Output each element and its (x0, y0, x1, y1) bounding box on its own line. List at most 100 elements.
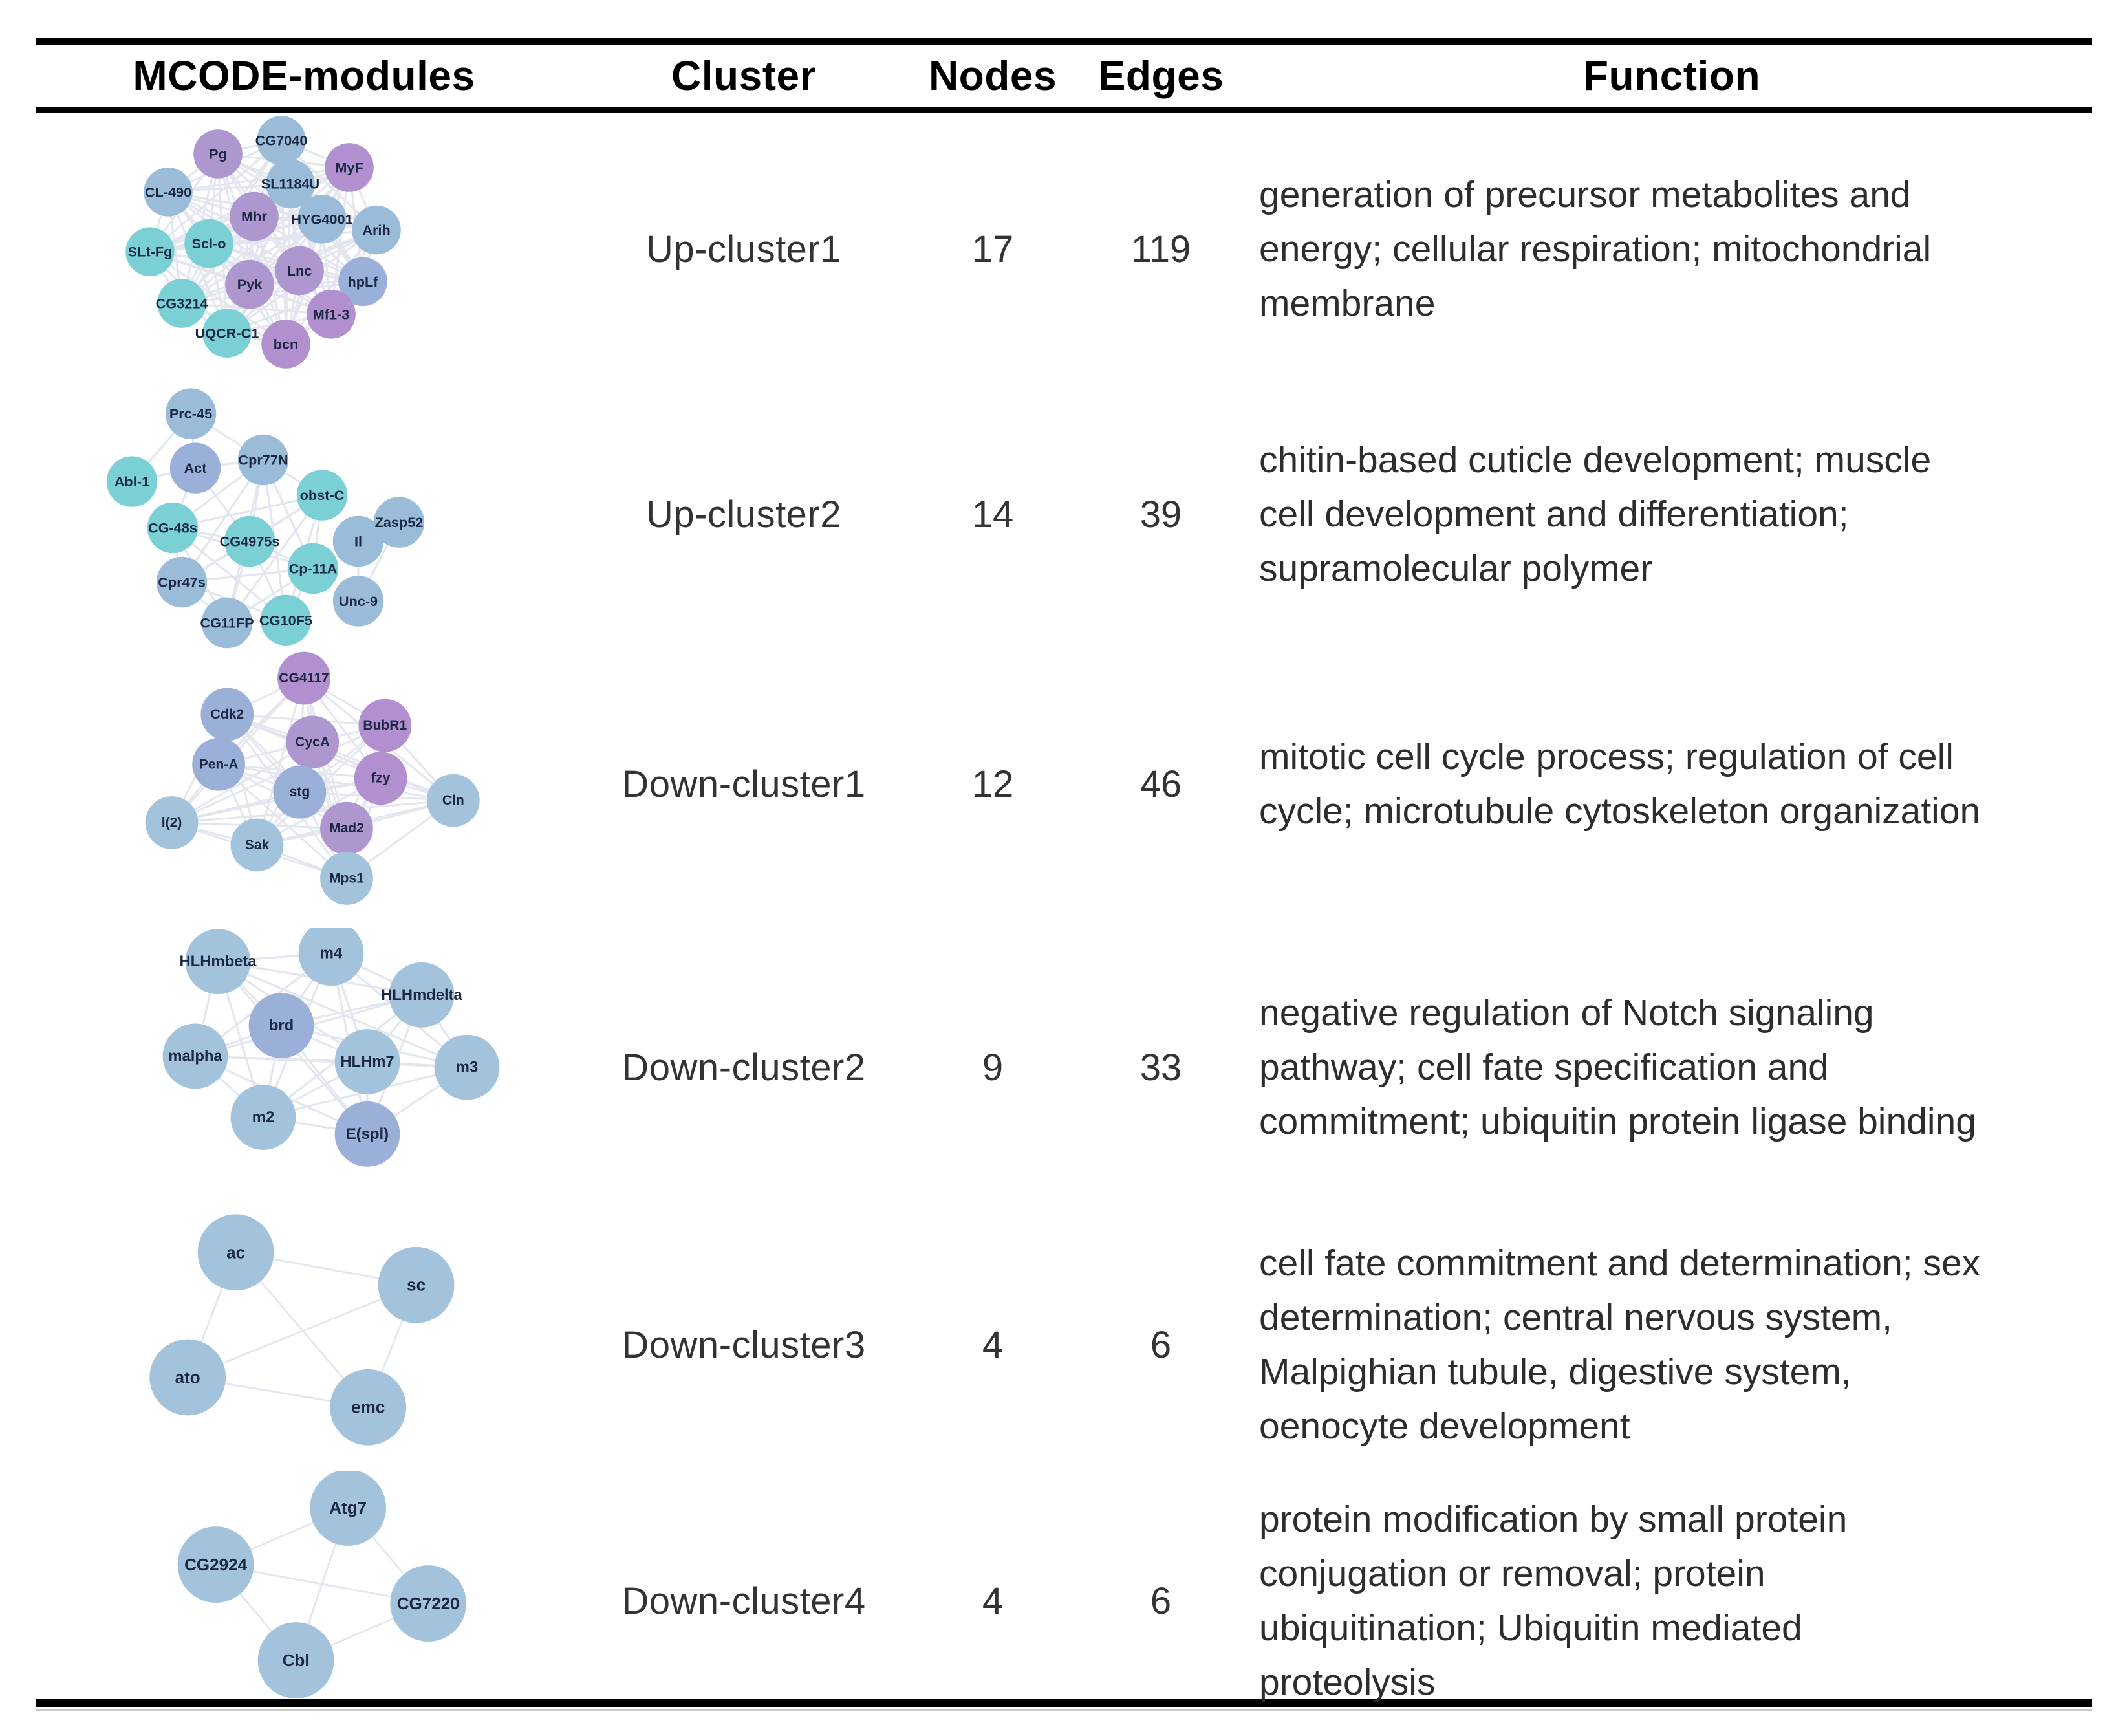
svg-text:CycA: CycA (295, 735, 330, 750)
edge-count: 39 (1139, 493, 1182, 536)
network-diagram-down-cluster4: Atg7 CG2924 CG7220 Cbl (36, 1471, 572, 1730)
table-body: Pg CG7040 MyF SL1184U CL-490 Mhr HYG4001 Arih SL… (36, 113, 2092, 1703)
svg-text:bcn: bcn (274, 336, 299, 353)
column-header-edges: Edges (1097, 52, 1224, 99)
svg-text:Il: Il (354, 534, 362, 550)
svg-text:Zasp52: Zasp52 (375, 514, 424, 530)
network-diagram-up-cluster1: Pg CG7040 MyF SL1184U CL-490 Mhr HYG4001 Arih SL… (36, 113, 572, 385)
svg-text:Cpr77N: Cpr77N (238, 452, 288, 468)
svg-text:Act: Act (184, 460, 207, 476)
function-description: protein modification by small protein co… (1259, 1499, 1848, 1703)
node-count: 17 (971, 228, 1014, 270)
function-description: generation of precursor metabolites and … (1259, 174, 1932, 324)
svg-text:BubR1: BubR1 (363, 718, 407, 733)
svg-text:m4: m4 (320, 944, 343, 962)
svg-text:CG4117: CG4117 (279, 671, 329, 686)
edge-count: 119 (1130, 228, 1191, 270)
function-description: chitin-based cuticle development; muscle… (1259, 439, 1932, 589)
svg-text:SL1184U: SL1184U (261, 176, 319, 192)
table-bottom-rule (36, 1699, 2092, 1711)
svg-text:Arih: Arih (362, 222, 390, 238)
svg-text:obst-C: obst-C (300, 487, 345, 503)
column-header-mcode-modules: MCODE-modules (133, 52, 475, 99)
network-diagram-down-cluster3: ac sc ato emc (36, 1209, 572, 1481)
function-description: cell fate commitment and determination; … (1259, 1242, 1981, 1447)
function-description: mitotic cell cycle process; regulation o… (1259, 736, 1981, 832)
table: MCODE-modules Cluster Nodes Edges Functi… (36, 38, 2092, 1711)
table-row: Pg CG7040 MyF SL1184U CL-490 Mhr HYG4001 Arih SL… (36, 113, 2092, 378)
svg-text:Pyk: Pyk (237, 276, 263, 292)
table-row: Prc-45 Act Abl-1 Cpr77N obst-C CG-48s CG4975s C… (36, 378, 2092, 649)
svg-text:m3: m3 (456, 1059, 478, 1076)
svg-text:Unc-9: Unc-9 (339, 593, 378, 609)
node-count: 9 (982, 1046, 1004, 1089)
svg-text:hpLf: hpLf (348, 274, 379, 290)
svg-text:Mps1: Mps1 (329, 871, 364, 885)
svg-text:ato: ato (175, 1368, 200, 1387)
node-count: 14 (971, 493, 1014, 536)
svg-text:CG10F5: CG10F5 (259, 612, 312, 628)
table-row: CG4117 Cdk2 BubR1 CycA Pen-A fzy stg Cln l(2) Mad… (36, 642, 2092, 926)
svg-text:Abl-1: Abl-1 (114, 473, 149, 490)
edge-count: 33 (1139, 1046, 1182, 1089)
column-header-nodes: Nodes (928, 52, 1057, 99)
svg-text:SLt-Fg: SLt-Fg (128, 244, 173, 260)
network-diagram-down-cluster1: CG4117 Cdk2 BubR1 CycA Pen-A fzy stg Cln l(2) Mad… (36, 642, 572, 926)
svg-text:fzy: fzy (371, 771, 391, 786)
svg-text:CG7040: CG7040 (255, 133, 308, 149)
svg-text:UQCR-C1: UQCR-C1 (195, 325, 259, 342)
svg-text:CG-48s: CG-48s (148, 520, 197, 536)
svg-text:brd: brd (269, 1017, 294, 1034)
table-row: ac sc ato emc Down-cluster3 4 6 cell fate c… (36, 1209, 2092, 1471)
svg-text:HLHmdelta: HLHmdelta (381, 986, 462, 1004)
svg-text:emc: emc (351, 1398, 385, 1417)
table-row: HLHmbeta m4 HLHmdelta brd malpha HLHm7 m3 m2 E(s… (36, 926, 2092, 1209)
svg-text:m2: m2 (252, 1109, 274, 1126)
svg-text:Cdk2: Cdk2 (210, 707, 244, 722)
cluster-name: Down-cluster4 (621, 1579, 866, 1622)
svg-text:CG11FP: CG11FP (200, 615, 254, 631)
svg-text:HYG4001: HYG4001 (291, 211, 352, 227)
svg-text:CG3214: CG3214 (156, 296, 208, 312)
svg-text:CG7220: CG7220 (397, 1594, 460, 1613)
svg-text:l(2): l(2) (162, 815, 182, 830)
svg-text:CL-490: CL-490 (145, 184, 191, 200)
network-diagram-up-cluster2: Prc-45 Act Abl-1 Cpr77N obst-C CG-48s CG4975s C… (36, 378, 572, 650)
cluster-name: Down-cluster1 (621, 763, 866, 805)
svg-text:Cln: Cln (442, 793, 464, 808)
network-diagram-down-cluster2: HLHmbeta m4 HLHmdelta brd malpha HLHm7 m3 m2 E(s… (36, 926, 572, 1209)
svg-text:Scl-o: Scl-o (191, 235, 226, 252)
svg-text:Mad2: Mad2 (329, 821, 364, 836)
function-description: negative regulation of Notch signaling p… (1259, 992, 1976, 1142)
edge-count: 46 (1139, 763, 1182, 805)
svg-text:Atg7: Atg7 (329, 1498, 367, 1517)
svg-text:Sak: Sak (245, 838, 270, 852)
svg-text:Mhr: Mhr (241, 208, 267, 224)
svg-text:MyF: MyF (335, 160, 363, 176)
svg-text:Cbl: Cbl (283, 1651, 310, 1670)
svg-text:ac: ac (226, 1242, 245, 1262)
node-count: 4 (982, 1579, 1004, 1622)
svg-text:Mf1-3: Mf1-3 (313, 306, 350, 322)
table-row: Atg7 CG2924 CG7220 Cbl Down-cluster4 4 6 pr… (36, 1471, 2092, 1703)
column-header-cluster: Cluster (671, 52, 816, 99)
svg-text:HLHm7: HLHm7 (340, 1053, 394, 1070)
svg-text:Pg: Pg (209, 146, 227, 162)
svg-text:Lnc: Lnc (287, 263, 312, 279)
svg-text:E(spl): E(spl) (346, 1125, 389, 1143)
edge-count: 6 (1150, 1579, 1172, 1622)
edge-count: 6 (1150, 1323, 1172, 1366)
cluster-name: Down-cluster3 (621, 1323, 866, 1366)
cluster-name: Up-cluster1 (645, 228, 842, 270)
svg-text:CG2924: CG2924 (184, 1555, 247, 1574)
svg-text:Cp-11A: Cp-11A (289, 561, 338, 577)
svg-text:stg: stg (290, 785, 310, 799)
node-count: 12 (971, 763, 1014, 805)
svg-text:CG4975s: CG4975s (220, 534, 280, 550)
cluster-name: Down-cluster2 (621, 1046, 866, 1089)
svg-text:malpha: malpha (168, 1047, 222, 1065)
column-header-function: Function (1582, 52, 1761, 99)
node-count: 4 (982, 1323, 1004, 1366)
svg-text:Cpr47s: Cpr47s (158, 574, 206, 591)
